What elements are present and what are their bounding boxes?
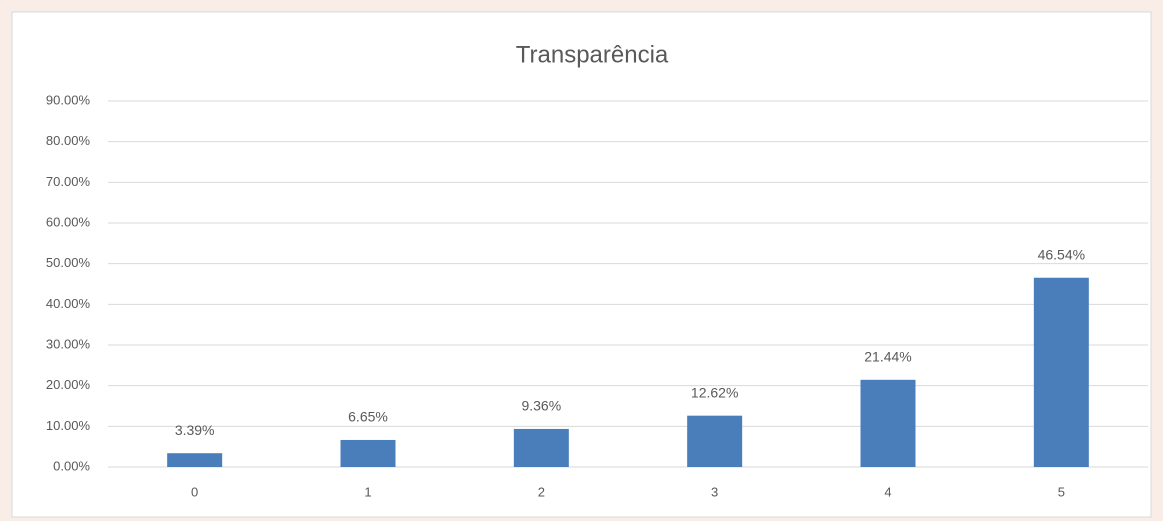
x-tick-label: 4 xyxy=(884,484,891,499)
y-tick-label: 40.00% xyxy=(46,296,91,311)
y-tick-label: 90.00% xyxy=(46,92,91,107)
data-label: 3.39% xyxy=(175,422,215,438)
y-tick-label: 30.00% xyxy=(46,336,91,351)
bar xyxy=(167,453,223,467)
bar xyxy=(513,428,569,467)
y-tick-label: 70.00% xyxy=(46,174,91,189)
bar xyxy=(340,439,396,467)
x-tick-label: 1 xyxy=(364,484,371,499)
data-label: 6.65% xyxy=(348,409,388,425)
y-tick-label: 50.00% xyxy=(46,255,91,270)
bar xyxy=(687,415,743,467)
y-tick-label: 80.00% xyxy=(46,133,91,148)
bar xyxy=(860,379,916,467)
y-tick-label: 60.00% xyxy=(46,214,91,229)
data-label: 46.54% xyxy=(1038,246,1085,262)
y-tick-label: 10.00% xyxy=(46,418,91,433)
x-tick-label: 2 xyxy=(538,484,545,499)
data-label: 9.36% xyxy=(521,398,561,414)
bar xyxy=(1033,277,1089,467)
data-label: 12.62% xyxy=(691,384,738,400)
y-tick-label: 0.00% xyxy=(53,458,90,473)
x-tick-label: 5 xyxy=(1058,484,1065,499)
x-tick-label: 0 xyxy=(191,484,198,499)
data-label: 21.44% xyxy=(864,349,911,365)
chart-area xyxy=(11,11,1152,518)
chart-title: Transparência xyxy=(516,41,669,68)
x-tick-label: 3 xyxy=(711,484,718,499)
y-tick-label: 20.00% xyxy=(46,377,91,392)
